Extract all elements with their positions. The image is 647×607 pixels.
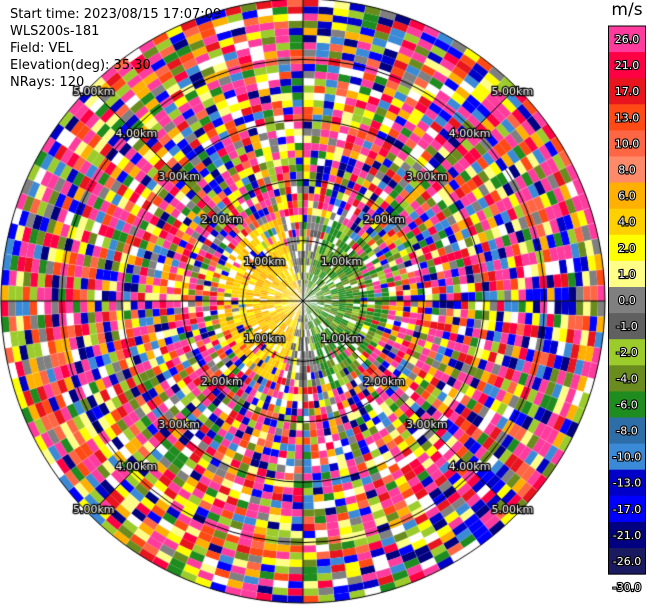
colorbar-segment [609, 52, 645, 79]
colorbar-tick-label: 26.0 [615, 33, 640, 46]
colorbar-tick-label: 8.0 [618, 164, 636, 177]
colorbar-tick-label: 21.0 [615, 59, 640, 72]
elevation-text: Elevation(deg): 35.30 [10, 58, 151, 73]
colorbar-segment [609, 417, 645, 445]
colorbar-segment [609, 208, 645, 236]
colorbar-tick-label: -1.0 [616, 320, 637, 333]
colorbar-tick-label: -13.0 [613, 477, 641, 490]
colorbar-segment [609, 521, 645, 549]
field-text: Field: VEL [10, 41, 73, 56]
colorbar-tick-label: 4.0 [618, 216, 636, 229]
nrays-text: NRays: 120 [10, 75, 85, 90]
colorbar-tick-label: 17.0 [615, 85, 640, 98]
site-name-text: WLS200s-181 [10, 24, 100, 39]
colorbar-tick-label: 0.0 [618, 294, 636, 307]
colorbar-tick-label: 13.0 [615, 111, 640, 124]
colorbar-segment [609, 130, 645, 157]
colorbar-segment [609, 156, 645, 184]
velocity-colorbar: 26.0 21.0 17.0 13.0 10.0 8.0 6.0 4.0 2.0 1.0 0.0 -1… [608, 25, 646, 595]
colorbar-segment [609, 182, 645, 210]
colorbar-tick-label: -8.0 [616, 425, 637, 438]
colorbar-segment [609, 78, 645, 105]
colorbar-tick-label: 1.0 [618, 268, 636, 281]
colorbar-tick-label: -17.0 [613, 503, 641, 516]
colorbar-tick-label: -30.0 [613, 581, 641, 594]
colorbar-segment [609, 365, 645, 392]
start-time-text: Start time: 2023/08/15 17:07:09 [10, 7, 222, 22]
colorbar-segment [609, 548, 645, 575]
colorbar-tick-label: -6.0 [616, 398, 637, 411]
ppi-radial-velocity-plot [0, 0, 607, 607]
colorbar-segment [609, 104, 645, 131]
colorbar-segment [609, 287, 645, 314]
colorbar-unit-label: m/s [611, 0, 643, 20]
colorbar-segment [609, 495, 645, 523]
scan-info: Start time: 2023/08/15 17:07:09 WLS200s-… [10, 6, 221, 91]
colorbar-tick-label: -10.0 [613, 451, 641, 464]
colorbar-segment [609, 469, 645, 497]
colorbar-tick-label: -2.0 [616, 346, 637, 359]
colorbar-tick-label: 10.0 [615, 137, 640, 150]
colorbar-segment [609, 260, 645, 288]
colorbar-segment [609, 391, 645, 418]
colorbar-segment [609, 313, 645, 340]
colorbar-tick-label: -4.0 [616, 372, 637, 385]
colorbar-tick-label: 6.0 [618, 190, 636, 203]
colorbar-segment [609, 443, 645, 471]
colorbar-tick-label: -26.0 [613, 555, 641, 568]
colorbar-segment [609, 339, 645, 366]
colorbar-tick-label: 2.0 [618, 242, 636, 255]
colorbar-segment [609, 234, 645, 262]
colorbar-segment [609, 26, 645, 53]
colorbar-border [608, 25, 646, 575]
colorbar-tick-label: -21.0 [613, 529, 641, 542]
